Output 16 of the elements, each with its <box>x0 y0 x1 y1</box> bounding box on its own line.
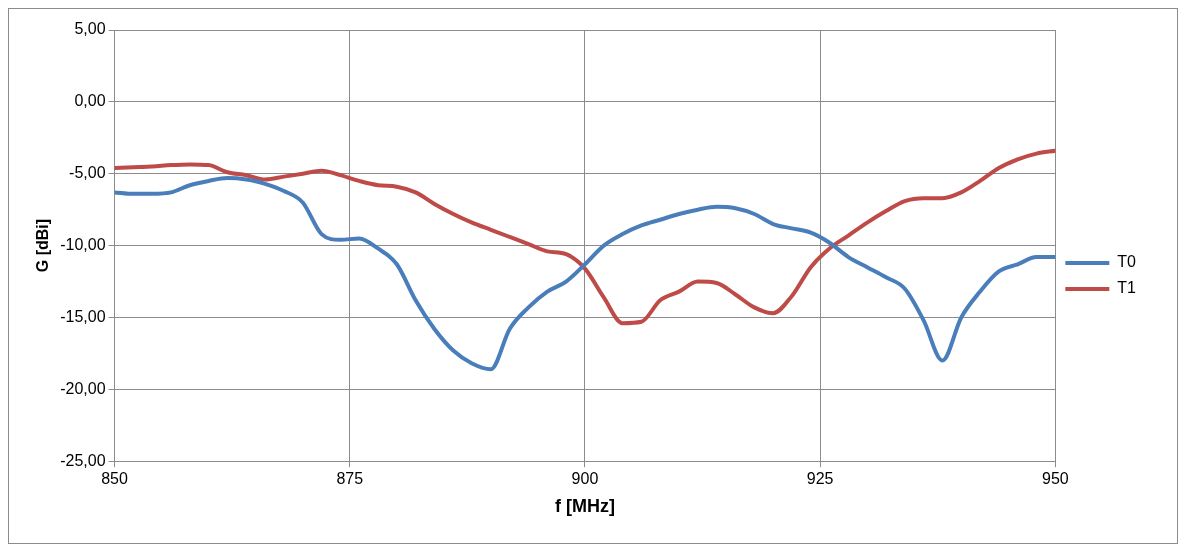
y-axis-title: G [dBi] <box>34 218 52 273</box>
x-tick-label: 900 <box>571 470 599 488</box>
y-tick-label: -25,00 <box>60 451 106 469</box>
x-axis-title: f [MHz] <box>554 496 615 517</box>
y-tick-label: -15,00 <box>60 307 106 325</box>
x-tick-label: 925 <box>806 470 834 488</box>
x-tick-label: 850 <box>101 470 129 488</box>
y-tick-label: -20,00 <box>60 379 106 397</box>
y-tick-label: -10,00 <box>60 236 106 254</box>
x-tick-label: 875 <box>336 470 364 488</box>
y-tick-label: 5,00 <box>74 20 106 38</box>
y-tick-label: -5,00 <box>69 164 106 182</box>
y-tick-label: 0,00 <box>74 92 106 110</box>
legend-label: T0 <box>1117 253 1137 271</box>
legend-label: T1 <box>1117 279 1137 297</box>
x-tick-label: 950 <box>1041 470 1069 488</box>
